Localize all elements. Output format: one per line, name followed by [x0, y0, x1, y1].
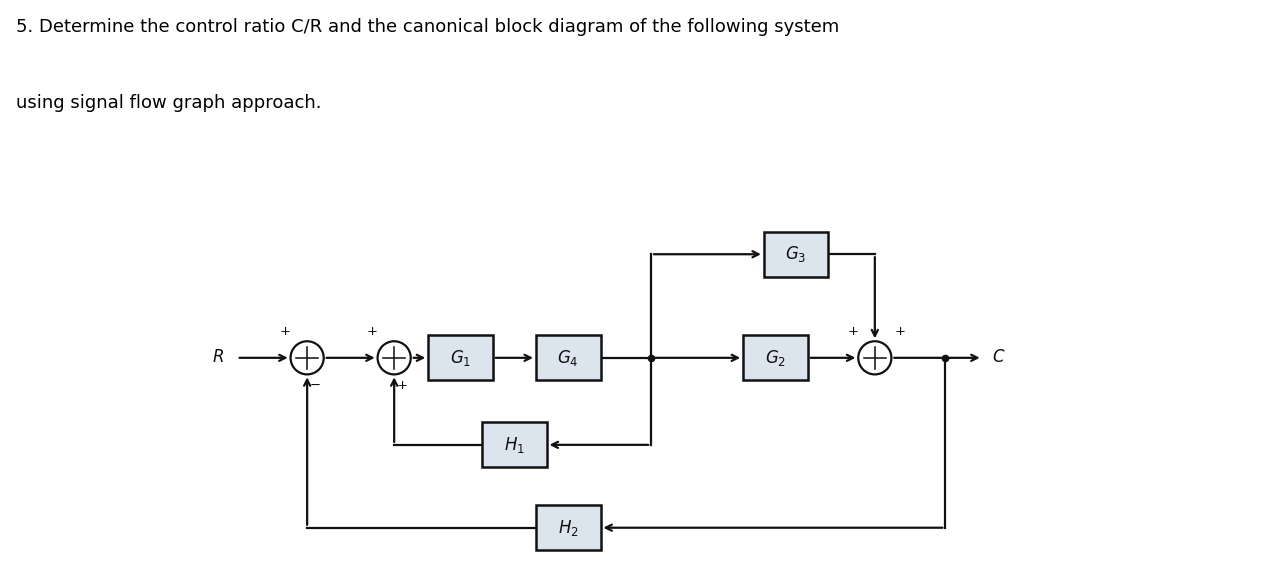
Text: $R$: $R$ — [212, 349, 223, 366]
Text: $G_2$: $G_2$ — [765, 348, 786, 368]
Text: using signal flow graph approach.: using signal flow graph approach. — [16, 94, 322, 112]
Circle shape — [291, 341, 324, 374]
Circle shape — [858, 341, 891, 374]
Text: −: − — [310, 378, 321, 391]
FancyBboxPatch shape — [744, 335, 807, 380]
Text: $C$: $C$ — [992, 349, 1006, 366]
Text: +: + — [895, 325, 906, 338]
Text: +: + — [367, 325, 378, 338]
Text: 5. Determine the control ratio C/R and the canonical block diagram of the follow: 5. Determine the control ratio C/R and t… — [16, 18, 840, 36]
Text: $H_2$: $H_2$ — [558, 518, 579, 538]
Text: +: + — [848, 325, 859, 338]
Text: $H_1$: $H_1$ — [504, 435, 525, 455]
Circle shape — [378, 341, 411, 374]
Text: $G_3$: $G_3$ — [786, 244, 807, 264]
FancyBboxPatch shape — [764, 232, 829, 277]
Text: +: + — [280, 325, 291, 338]
Text: $G_4$: $G_4$ — [557, 348, 579, 368]
Text: $G_1$: $G_1$ — [449, 348, 471, 368]
FancyBboxPatch shape — [428, 335, 492, 380]
FancyBboxPatch shape — [482, 422, 547, 467]
FancyBboxPatch shape — [536, 335, 600, 380]
Text: +: + — [397, 378, 407, 391]
FancyBboxPatch shape — [536, 505, 600, 550]
